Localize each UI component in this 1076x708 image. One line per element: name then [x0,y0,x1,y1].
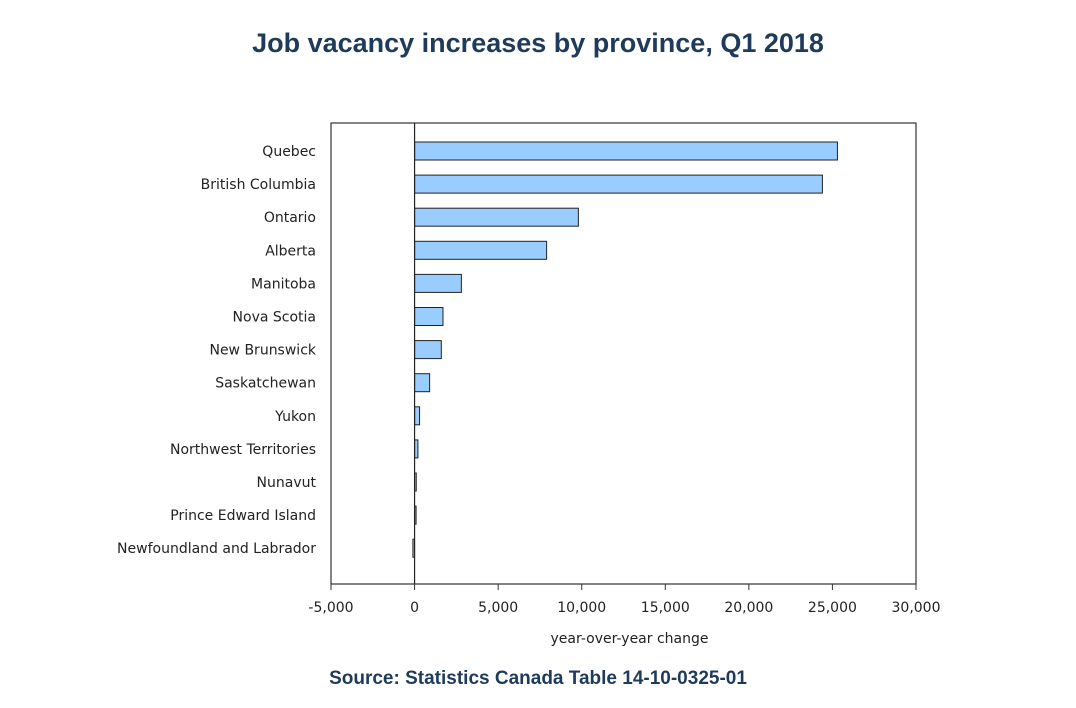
category-label: Yukon [274,409,316,425]
bar-alberta [414,240,548,260]
category-label: Nova Scotia [233,310,316,326]
bars-group [412,141,838,558]
source-note: Source: Statistics Canada Table 14-10-03… [329,668,747,689]
category-label: Newfoundland and Labrador [117,541,316,557]
category-label: Prince Edward Island [170,508,316,524]
x-tick-label: 30,000 [892,600,941,616]
bar-quebec [414,141,838,161]
x-tick-label: 5,000 [478,600,518,616]
x-axis-title: year-over-year change [551,631,709,647]
category-label: Alberta [265,243,316,259]
category-label: Quebec [262,144,316,160]
category-label: Manitoba [251,276,316,292]
category-label: Ontario [264,210,316,226]
category-label: Nunavut [257,475,317,491]
x-tick-label: 25,000 [808,600,857,616]
category-label: New Brunswick [209,343,316,359]
plot-frame [330,122,917,585]
bar-manitoba [414,273,462,293]
chart-title: Job vacancy increases by province, Q1 20… [252,28,824,58]
bar-ontario [414,207,579,227]
x-axis-ticks: -5,000 0 5,000 10,000 15,000 20,000 25,000 30,0… [308,584,941,616]
bar-british-columbia [414,174,823,194]
bar-new-brunswick [414,340,442,360]
bar-nova-scotia [414,307,444,326]
bar-yukon [414,406,421,426]
x-tick-label: 10,000 [557,600,606,616]
x-tick-label: 20,000 [724,600,773,616]
category-label: British Columbia [201,177,316,193]
bar-saskatchewan [414,373,431,393]
category-label: Northwest Territories [170,442,316,458]
category-labels: Quebec British Columbia Ontario Alberta Mani… [117,144,317,557]
x-tick-label: -5,000 [308,600,353,616]
x-tick-label: 15,000 [641,600,690,616]
x-tick-label: 0 [410,600,419,616]
category-label: Saskatchewan [215,376,316,392]
